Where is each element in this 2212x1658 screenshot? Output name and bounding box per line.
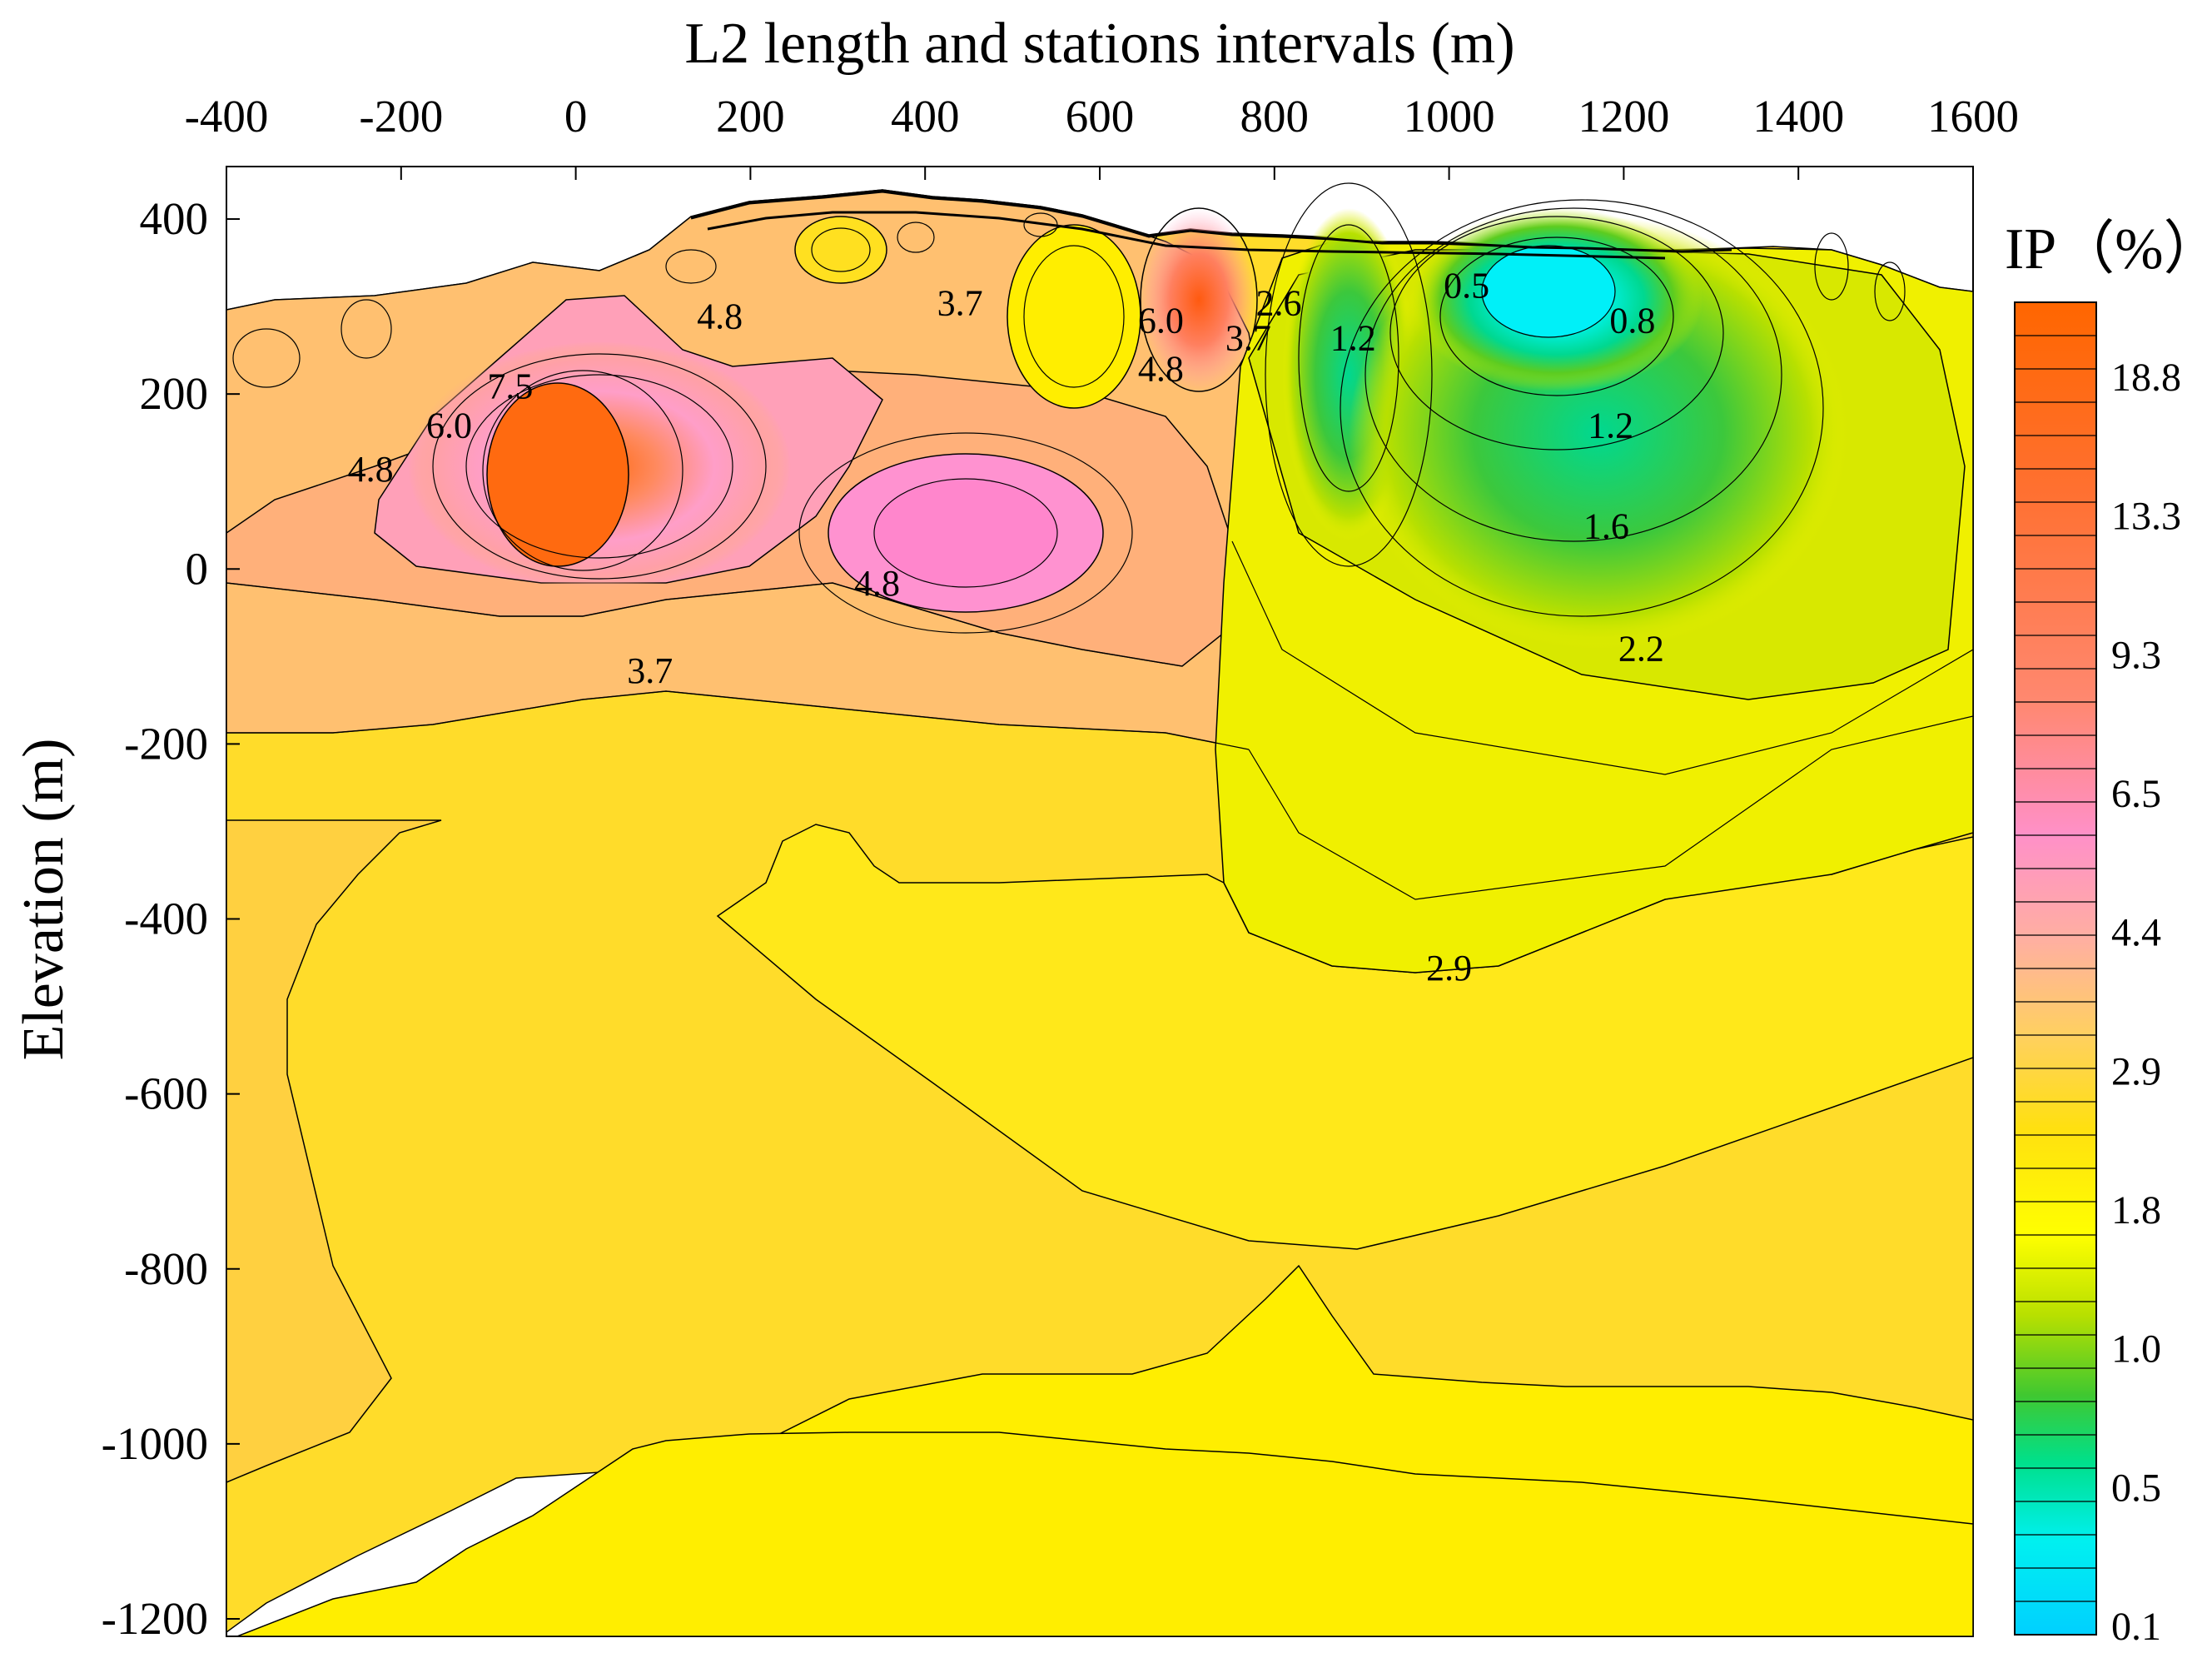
contour-label: 2.9 <box>1426 948 1472 988</box>
y-tick-label: -1200 <box>102 1593 208 1644</box>
contour-label: 2.2 <box>1618 629 1664 670</box>
y-tick-label: 0 <box>186 543 209 594</box>
y-tick-label: -600 <box>124 1068 208 1119</box>
yellow-pocket-300 <box>794 216 887 284</box>
contour-label: 2.6 <box>1256 283 1302 324</box>
colorbar-tick-label: 0.5 <box>2111 1466 2161 1510</box>
contour-field <box>226 182 1973 1636</box>
contour-label: 4.8 <box>854 563 900 604</box>
contour-label: 1.2 <box>1330 318 1376 359</box>
contour-label: 3.7 <box>937 283 983 324</box>
colorbar-tick-label: 0.1 <box>2111 1605 2161 1649</box>
x-tick-label: 800 <box>1240 91 1310 142</box>
contour-label: 4.8 <box>348 449 394 490</box>
y-axis: 400 200 0 -200 -400 -600 -800 -1000 -1200 <box>102 193 240 1644</box>
y-tick-label: -400 <box>124 894 208 944</box>
contour-labels: 4.8 3.77.56.04.84.83.76.04.83.72.61.20.50… <box>348 266 1664 988</box>
chart-title: L2 length and stations intervals (m) <box>684 12 1514 76</box>
red-spot-730 <box>1140 207 1258 392</box>
x-tick-label: 200 <box>716 91 785 142</box>
y-tick-label: 200 <box>140 368 209 419</box>
pink-ring-middle <box>873 478 1058 588</box>
x-axis: -400 -200 0 200 400 600 800 1000 1200 1400 1600 <box>185 91 2019 180</box>
contour-label: 6.0 <box>426 406 472 446</box>
x-tick-label: 600 <box>1066 91 1135 142</box>
contour-label: 7.5 <box>487 366 533 406</box>
cyan-center <box>1481 245 1616 338</box>
surface-ridge <box>690 190 1732 260</box>
colorbar-tick-label: 18.8 <box>2111 356 2181 400</box>
y-tick-label: -1000 <box>102 1418 208 1469</box>
x-tick-label: -200 <box>359 91 443 142</box>
colorbar-tick-label: 2.9 <box>2111 1049 2161 1093</box>
x-tick-label: 1400 <box>1752 91 1844 142</box>
band-lower-tongue <box>226 1431 1973 1636</box>
x-tick-label: 400 <box>891 91 960 142</box>
contour-label: 6.0 <box>1138 301 1184 341</box>
x-tick-label: 0 <box>564 91 588 142</box>
contour-label: 3.7 <box>1225 318 1271 359</box>
colorbar-tick-label: 4.4 <box>2111 911 2161 955</box>
y-axis-title: Elevation (m) <box>12 739 76 1061</box>
x-tick-label: 1200 <box>1578 91 1669 142</box>
y-tick-label: -200 <box>124 718 208 769</box>
band-left-orange <box>226 819 442 1483</box>
colorbar-tick-label: 6.5 <box>2111 772 2161 816</box>
x-tick-label: 1600 <box>1927 91 2019 142</box>
orange-core-left <box>486 382 629 567</box>
x-tick-label: -400 <box>185 91 269 142</box>
colorbar-labels: 18.8 13.3 9.3 6.5 4.4 2.9 1.8 1.0 0.5 0.1 <box>2111 356 2181 1649</box>
contour-label: 3.7 <box>627 650 673 691</box>
y-tick-label: 400 <box>140 193 209 244</box>
yellow-pocket-500 <box>1007 224 1141 409</box>
colorbar-tick-label: 9.3 <box>2111 633 2161 677</box>
x-tick-label: 1000 <box>1404 91 1495 142</box>
contour-label: 1.6 <box>1583 506 1629 547</box>
colorbar-tick-label: 13.3 <box>2111 495 2181 539</box>
y-tick-label: -800 <box>124 1243 208 1294</box>
contour-label: 0.8 <box>1609 301 1655 341</box>
colorbar-title: IP（%） <box>2005 217 2212 281</box>
contour-label: 0.5 <box>1444 266 1489 306</box>
contour-label: 1.2 <box>1588 406 1633 446</box>
contour-label: 4.8 <box>697 296 743 336</box>
contour-label: 4.8 <box>1138 348 1184 389</box>
colorbar-tick-label: 1.0 <box>2111 1327 2161 1372</box>
contour-lines <box>226 182 1973 900</box>
colorbar-ticks <box>2015 335 2096 1602</box>
colorbar-tick-label: 1.8 <box>2111 1188 2161 1232</box>
